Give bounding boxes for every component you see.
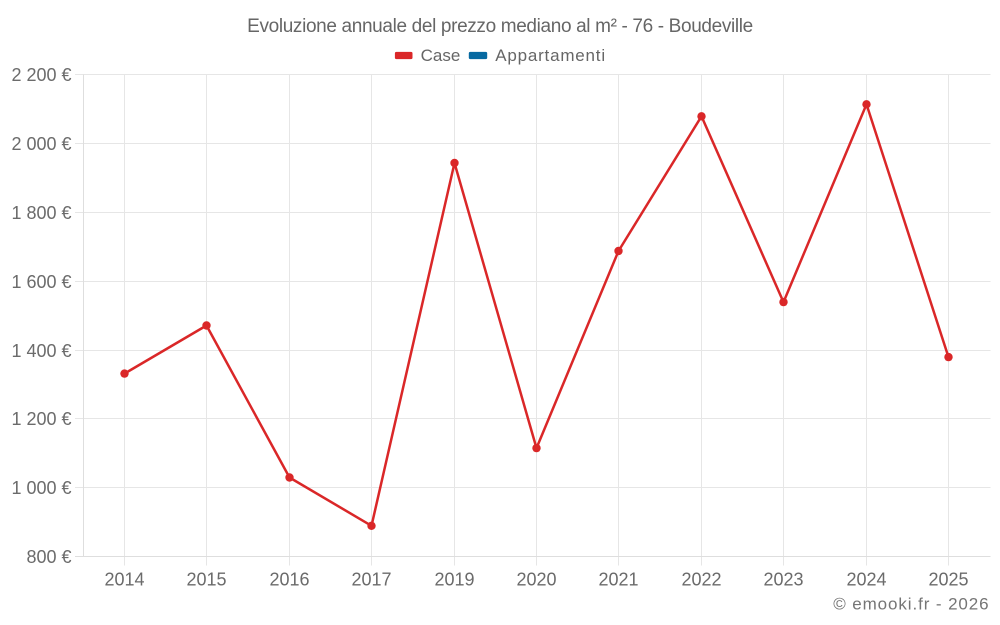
svg-text:Evoluzione annuale del prezzo: Evoluzione annuale del prezzo mediano al… [247, 16, 753, 37]
svg-text:Case: Case [421, 46, 461, 65]
svg-text:2024: 2024 [846, 569, 886, 589]
svg-text:Appartamenti: Appartamenti [495, 46, 606, 65]
svg-text:2015: 2015 [186, 569, 226, 589]
svg-text:1 200 €: 1 200 € [11, 409, 71, 429]
svg-text:2020: 2020 [516, 569, 556, 589]
svg-text:2025: 2025 [928, 569, 968, 589]
svg-text:2023: 2023 [763, 569, 803, 589]
svg-text:2016: 2016 [269, 569, 309, 589]
svg-text:© emooki.fr - 2026: © emooki.fr - 2026 [833, 595, 989, 614]
svg-text:1 000 €: 1 000 € [11, 478, 71, 498]
svg-text:2019: 2019 [434, 569, 474, 589]
svg-text:2 000 €: 2 000 € [11, 134, 71, 154]
svg-text:1 400 €: 1 400 € [11, 341, 71, 361]
svg-text:800 €: 800 € [26, 547, 71, 567]
svg-text:2021: 2021 [598, 569, 638, 589]
svg-text:2022: 2022 [681, 569, 721, 589]
svg-text:1 600 €: 1 600 € [11, 272, 71, 292]
svg-text:2017: 2017 [351, 569, 391, 589]
svg-text:1 800 €: 1 800 € [11, 203, 71, 223]
svg-text:2 200 €: 2 200 € [11, 65, 71, 85]
svg-text:2014: 2014 [104, 569, 144, 589]
